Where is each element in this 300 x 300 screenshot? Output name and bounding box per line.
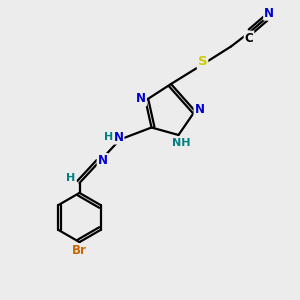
Text: Br: Br [72, 244, 87, 257]
Text: C: C [244, 32, 253, 45]
Text: NH: NH [172, 138, 190, 148]
Text: N: N [98, 154, 108, 167]
Text: N: N [264, 7, 274, 20]
Text: S: S [198, 55, 207, 68]
Text: N: N [113, 130, 124, 144]
Text: N: N [136, 92, 146, 106]
Text: H: H [67, 172, 76, 183]
Text: H: H [104, 131, 113, 142]
Text: N: N [194, 103, 205, 116]
